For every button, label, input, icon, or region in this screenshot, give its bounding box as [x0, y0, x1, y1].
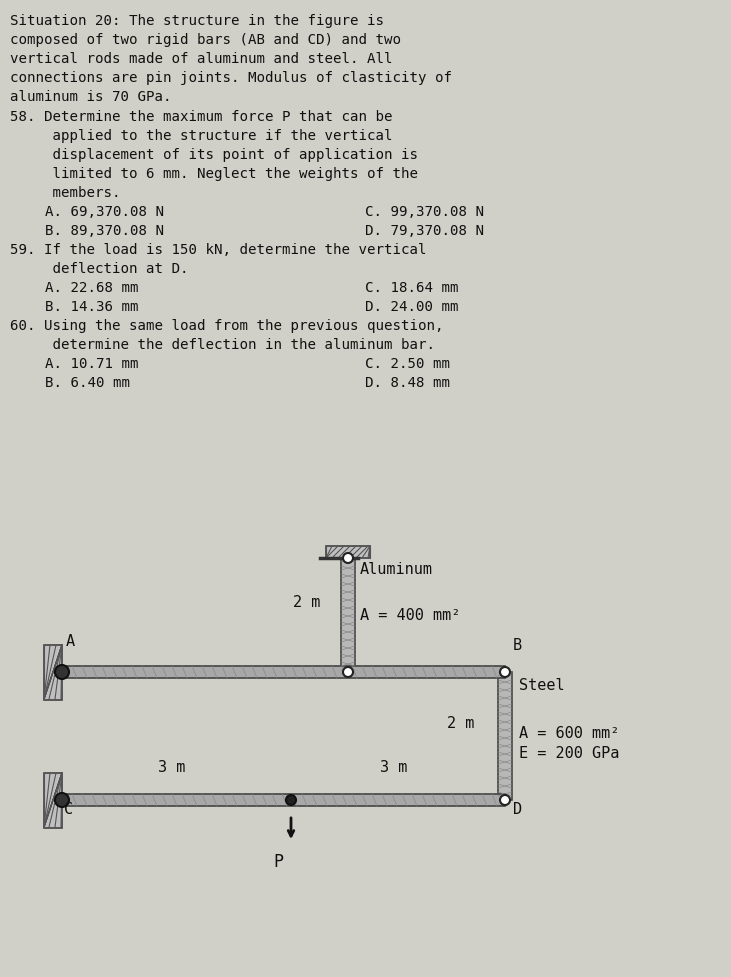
- Text: aluminum is 70 GPa.: aluminum is 70 GPa.: [10, 90, 172, 104]
- Text: A. 69,370.08 N: A. 69,370.08 N: [45, 205, 164, 219]
- Bar: [498, 672, 512, 800]
- Circle shape: [500, 667, 510, 677]
- Text: members.: members.: [10, 186, 121, 200]
- Bar: [44, 773, 62, 828]
- Bar: [62, 666, 505, 678]
- Bar: [341, 558, 355, 672]
- Text: displacement of its point of application is: displacement of its point of application…: [10, 148, 418, 162]
- Text: C. 2.50 mm: C. 2.50 mm: [365, 357, 450, 371]
- Text: D. 8.48 mm: D. 8.48 mm: [365, 376, 450, 390]
- Text: 3 m: 3 m: [380, 760, 407, 775]
- Text: B. 14.36 mm: B. 14.36 mm: [45, 300, 138, 314]
- Circle shape: [55, 793, 69, 807]
- Text: vertical rods made of aluminum and steel. All: vertical rods made of aluminum and steel…: [10, 52, 393, 66]
- Text: Aluminum: Aluminum: [360, 562, 433, 577]
- Circle shape: [500, 795, 510, 805]
- Text: limited to 6 mm. Neglect the weights of the: limited to 6 mm. Neglect the weights of …: [10, 167, 418, 181]
- Text: connections are pin joints. Modulus of clasticity of: connections are pin joints. Modulus of c…: [10, 71, 452, 85]
- Circle shape: [343, 553, 353, 563]
- Circle shape: [343, 667, 353, 677]
- Text: A = 400 mm²: A = 400 mm²: [360, 608, 461, 623]
- Circle shape: [55, 665, 69, 679]
- Text: 3 m: 3 m: [159, 760, 186, 775]
- Text: 60. Using the same load from the previous question,: 60. Using the same load from the previou…: [10, 319, 444, 333]
- Text: D. 79,370.08 N: D. 79,370.08 N: [365, 224, 484, 238]
- Text: 59. If the load is 150 kN, determine the vertical: 59. If the load is 150 kN, determine the…: [10, 243, 426, 257]
- Text: A. 10.71 mm: A. 10.71 mm: [45, 357, 138, 371]
- Bar: [62, 794, 505, 806]
- Text: composed of two rigid bars (AB and CD) and two: composed of two rigid bars (AB and CD) a…: [10, 33, 401, 47]
- Text: C. 99,370.08 N: C. 99,370.08 N: [365, 205, 484, 219]
- Bar: [326, 546, 370, 558]
- Text: D: D: [513, 802, 522, 817]
- Text: determine the deflection in the aluminum bar.: determine the deflection in the aluminum…: [10, 338, 435, 352]
- Text: E = 200 GPa: E = 200 GPa: [519, 746, 619, 761]
- Text: B. 89,370.08 N: B. 89,370.08 N: [45, 224, 164, 238]
- Text: deflection at D.: deflection at D.: [10, 262, 189, 276]
- Text: A: A: [66, 634, 75, 649]
- Text: Steel: Steel: [519, 678, 564, 693]
- Text: A. 22.68 mm: A. 22.68 mm: [45, 281, 138, 295]
- Text: D. 24.00 mm: D. 24.00 mm: [365, 300, 458, 314]
- Text: 2 m: 2 m: [293, 595, 320, 610]
- Text: C: C: [64, 802, 73, 817]
- Text: P: P: [273, 853, 283, 871]
- Text: applied to the structure if the vertical: applied to the structure if the vertical: [10, 129, 393, 143]
- Text: C. 18.64 mm: C. 18.64 mm: [365, 281, 458, 295]
- Text: 2 m: 2 m: [447, 716, 474, 731]
- Circle shape: [286, 795, 296, 805]
- Bar: [44, 645, 62, 700]
- Text: B. 6.40 mm: B. 6.40 mm: [45, 376, 130, 390]
- Text: A = 600 mm²: A = 600 mm²: [519, 726, 619, 741]
- Text: Situation 20: The structure in the figure is: Situation 20: The structure in the figur…: [10, 14, 384, 28]
- Text: B: B: [513, 638, 522, 653]
- Text: 58. Determine the maximum force P that can be: 58. Determine the maximum force P that c…: [10, 110, 393, 124]
